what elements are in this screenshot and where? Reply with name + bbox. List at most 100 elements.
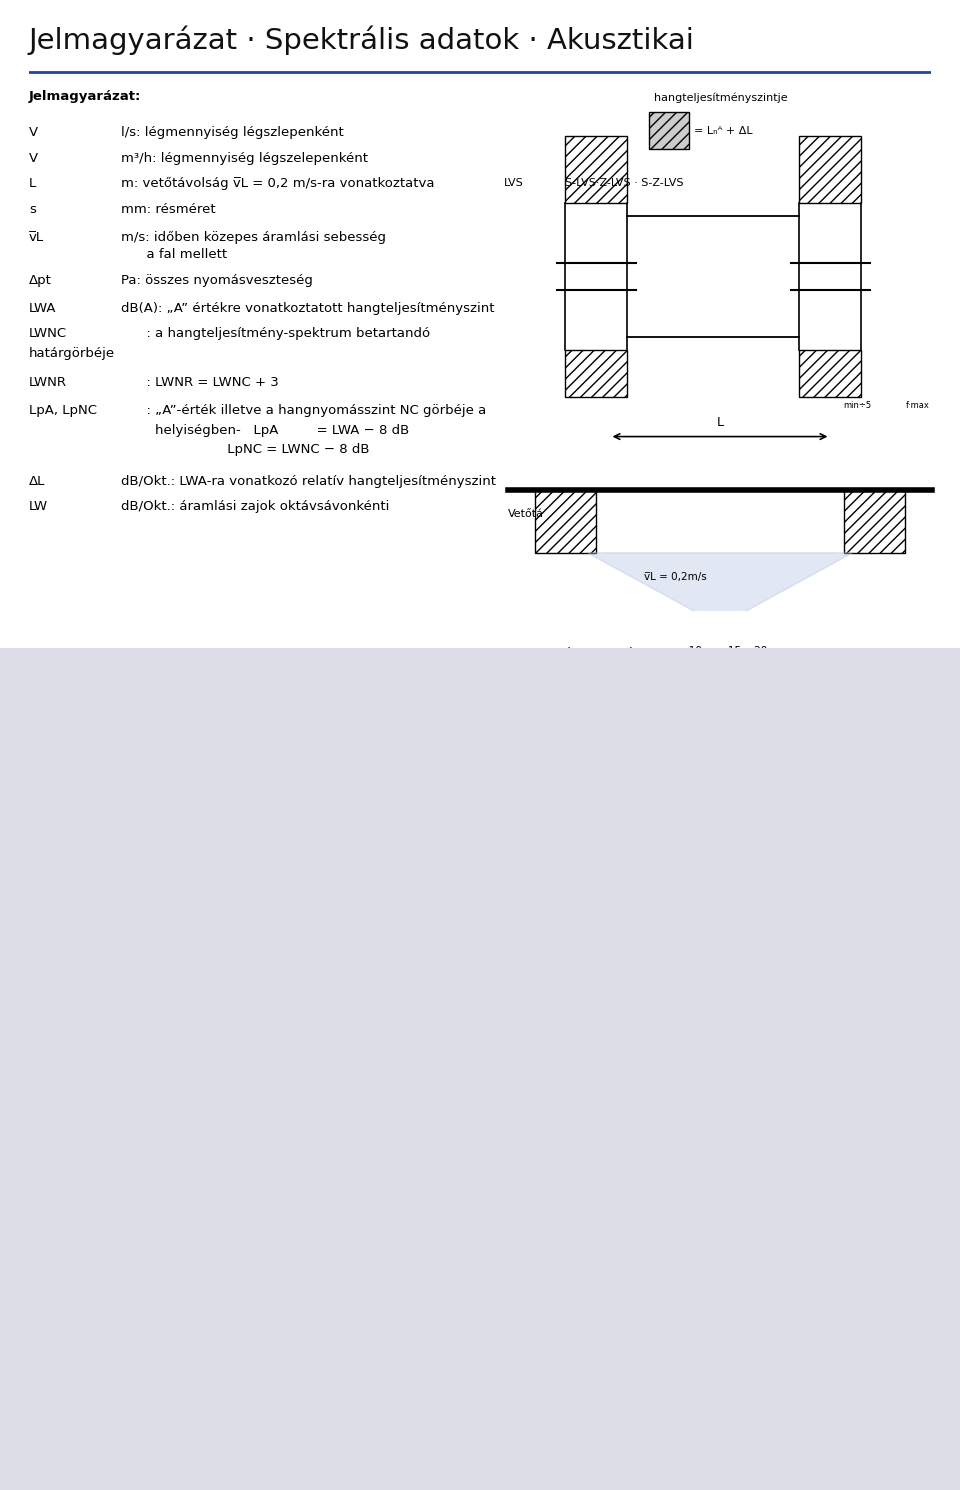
Text: l/s: légmennyiség légszlepenként: l/s: légmennyiség légszlepenként xyxy=(121,127,344,140)
Text: −16: −16 xyxy=(363,827,388,840)
Text: −10: −10 xyxy=(270,1401,295,1414)
Text: −4: −4 xyxy=(145,827,162,840)
Text: Δpt: Δpt xyxy=(29,274,52,286)
Text: dB/Okt.: LWA-ra vonatkozó relatív hangteljesítményszint: dB/Okt.: LWA-ra vonatkozó relatív hangte… xyxy=(121,475,496,487)
Text: 125: 125 xyxy=(46,1296,68,1310)
Text: 8: 8 xyxy=(106,1348,112,1362)
Text: 125: 125 xyxy=(143,1207,163,1216)
Text: v̅L: v̅L xyxy=(29,231,44,244)
Text: = Lₙᴬ + ΔL: = Lₙᴬ + ΔL xyxy=(693,125,752,136)
Text: : „A”-érték illetve a hangnyomásszint NC görbéje a: : „A”-érték illetve a hangnyomásszint NC… xyxy=(121,404,486,417)
FancyBboxPatch shape xyxy=(29,906,451,955)
Text: −7: −7 xyxy=(187,876,204,888)
Text: −3: −3 xyxy=(145,876,162,888)
FancyBboxPatch shape xyxy=(800,350,861,398)
FancyBboxPatch shape xyxy=(29,1329,451,1381)
Text: határgörbéje: határgörbéje xyxy=(29,347,115,361)
Text: Oktávsáv középfrekvencia: Oktávsáv középfrekvencia xyxy=(195,1152,342,1162)
Text: 7: 7 xyxy=(106,1244,113,1258)
Text: −6: −6 xyxy=(229,971,247,985)
Text: −17: −17 xyxy=(363,924,388,937)
FancyBboxPatch shape xyxy=(565,136,627,203)
Text: 4000: 4000 xyxy=(362,793,388,803)
Text: Jelmagyarázat:: Jelmagyarázat: xyxy=(29,89,141,103)
Text: 500: 500 xyxy=(228,1207,248,1216)
Text: helyiségben-   LpA         = LWA − 8 dB: helyiségben- LpA = LWA − 8 dB xyxy=(121,423,409,437)
Text: Relatív-spektumok Δ L: Relatív-spektumok Δ L xyxy=(29,673,178,687)
Text: 250: 250 xyxy=(186,1207,205,1216)
Text: −26: −26 xyxy=(413,971,437,985)
Text: −1: −1 xyxy=(101,876,118,888)
Text: dB(A): „A” értékre vonatkoztatott hangteljesítményszint: dB(A): „A” értékre vonatkoztatott hangte… xyxy=(121,302,494,314)
Text: 5: 5 xyxy=(29,1462,37,1477)
Text: −18: −18 xyxy=(317,876,341,888)
Text: LW: LW xyxy=(29,501,48,513)
Y-axis label: Druckverlust Δp, in Pa: Druckverlust Δp, in Pa xyxy=(470,1191,480,1298)
Text: 0: 0 xyxy=(234,1348,242,1362)
FancyBboxPatch shape xyxy=(29,1225,451,1277)
Text: m³/h: légmennyiség légszelepenként: m³/h: légmennyiség légszelepenként xyxy=(121,152,368,165)
Text: 0: 0 xyxy=(106,827,112,840)
Text: −29: −29 xyxy=(363,876,388,888)
Text: LWA: LWA xyxy=(29,302,57,314)
Text: Vetőtá: Vetőtá xyxy=(508,510,544,519)
Text: −3: −3 xyxy=(274,924,291,937)
Text: V: V xyxy=(29,152,38,165)
Text: 8000: 8000 xyxy=(412,793,438,803)
Text: −26: −26 xyxy=(363,1296,388,1310)
Text: −35: −35 xyxy=(413,1401,437,1414)
Text: v̅L = 0,2m/s: v̅L = 0,2m/s xyxy=(644,572,708,583)
Text: Pa: összes nyomásveszteség: Pa: összes nyomásveszteség xyxy=(121,274,313,286)
FancyBboxPatch shape xyxy=(29,809,451,858)
Text: 3: 3 xyxy=(192,1401,200,1414)
Text: 2    Nyomásveszteség    LVA 160 · LVK 150: 2 Nyomásveszteség LVA 160 · LVK 150 xyxy=(504,1036,769,1047)
Text: ΔL: ΔL xyxy=(29,475,45,487)
Text: −4: −4 xyxy=(320,827,337,840)
Text: s = 15     20  25  30: s = 15 20 25 30 xyxy=(666,1033,769,1043)
FancyBboxPatch shape xyxy=(29,1277,451,1329)
Text: Jelmagyarázat · Spektrális adatok · Akusztikai: Jelmagyarázat · Spektrális adatok · Akus… xyxy=(29,25,695,55)
FancyBboxPatch shape xyxy=(535,490,596,553)
Text: m: vetőtávolság v̅L = 0,2 m/s-ra vonatkoztatva: m: vetőtávolság v̅L = 0,2 m/s-ra vonatko… xyxy=(121,177,435,191)
Text: 100: 100 xyxy=(46,1244,68,1258)
Text: −8: −8 xyxy=(274,1296,291,1310)
Text: LpNC = LWNC − 8 dB: LpNC = LWNC − 8 dB xyxy=(121,444,370,456)
Text: LVS · S-LVS: LVS · S-LVS xyxy=(261,673,333,687)
Text: LWNR: LWNR xyxy=(29,375,67,389)
Text: LpA, LpNC: LpA, LpNC xyxy=(29,404,97,417)
Text: −26: −26 xyxy=(363,1244,388,1258)
Text: Oktávsáv középfrekvencia: Oktávsáv középfrekvencia xyxy=(195,742,342,752)
Text: −37: −37 xyxy=(413,1244,437,1258)
Text: v̅ =         20  m³/h 30      40         60    80  100            140: v̅ = 20 m³/h 30 40 60 80 100 140 xyxy=(599,1071,836,1080)
Text: LVS: LVS xyxy=(504,177,523,188)
Text: 200: 200 xyxy=(46,1401,68,1414)
Text: v̅ =    5   6  l/s  8    10              15              20           30   40: v̅ = 5 6 l/s 8 10 15 20 30 40 xyxy=(596,1049,839,1058)
Text: −7: −7 xyxy=(320,1296,337,1310)
Text: −18: −18 xyxy=(317,1401,341,1414)
Text: Méret: Méret xyxy=(40,752,74,766)
Text: 1000: 1000 xyxy=(269,793,296,803)
Text: −4: −4 xyxy=(187,971,204,985)
Text: 8000: 8000 xyxy=(412,1207,438,1216)
Y-axis label: Druckverlust Δp, in Pa: Druckverlust Δp, in Pa xyxy=(470,788,480,895)
Text: 3: 3 xyxy=(106,971,112,985)
Text: −6: −6 xyxy=(274,827,291,840)
Text: 4: 4 xyxy=(150,1244,157,1258)
FancyBboxPatch shape xyxy=(29,1116,451,1225)
Text: 3: 3 xyxy=(192,1244,200,1258)
Text: −4: −4 xyxy=(229,924,247,937)
Text: a fal mellett: a fal mellett xyxy=(121,249,228,261)
FancyBboxPatch shape xyxy=(29,709,451,809)
FancyBboxPatch shape xyxy=(29,858,451,906)
Text: 2000: 2000 xyxy=(316,1207,342,1216)
Text: hangteljesítményszintje: hangteljesítményszintje xyxy=(654,92,787,103)
Text: 250: 250 xyxy=(186,793,205,803)
Text: Méret: Méret xyxy=(40,1164,74,1177)
FancyBboxPatch shape xyxy=(29,1381,451,1433)
Text: 125: 125 xyxy=(143,793,163,803)
Text: −7: −7 xyxy=(229,876,247,888)
Text: −10: −10 xyxy=(317,971,341,985)
Text: −22: −22 xyxy=(363,1401,388,1414)
Text: −38: −38 xyxy=(413,1296,437,1310)
Text: 1000: 1000 xyxy=(269,1207,296,1216)
